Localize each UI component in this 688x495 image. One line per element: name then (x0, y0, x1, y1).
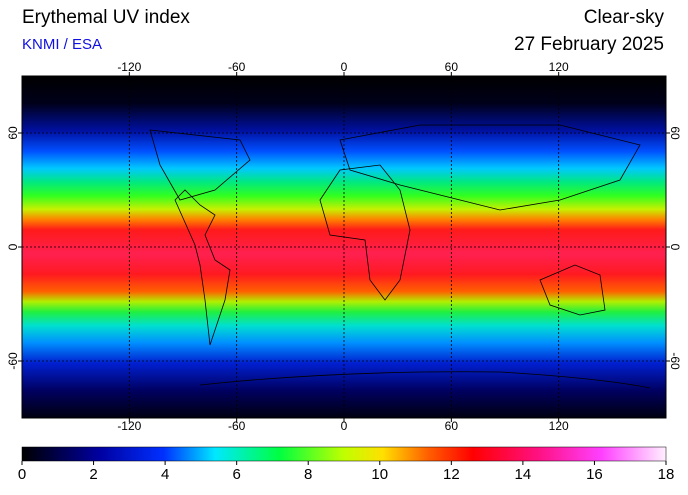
y-tick-label: 0 (668, 244, 682, 251)
x-tick-label: 120 (549, 419, 569, 433)
date: 27 February 2025 (514, 34, 664, 55)
y-tick-label: 60 (668, 126, 682, 140)
x-tick-label: 120 (549, 60, 569, 74)
colorbar-label: 14 (515, 466, 532, 483)
colorbar-label: 16 (586, 466, 603, 483)
y-tick-label: -60 (668, 352, 682, 370)
colorbar-label: 6 (232, 466, 240, 483)
x-tick-label: -120 (117, 60, 141, 74)
coastlines (149, 124, 651, 389)
source: KNMI / ESA (22, 36, 102, 53)
colorbar-label: 12 (443, 466, 460, 483)
title: Erythemal UV index (22, 7, 190, 28)
x-tick-label: -120 (117, 419, 141, 433)
colorbar-label: 0 (18, 466, 26, 483)
x-tick-label: 0 (341, 419, 348, 433)
colorbar-label: 2 (89, 466, 97, 483)
colorbar-label: 8 (304, 466, 312, 483)
y-tick-label: 0 (6, 243, 20, 250)
x-tick-label: -60 (228, 419, 246, 433)
x-tick-label: 0 (341, 60, 348, 74)
x-tick-label: 60 (445, 60, 459, 74)
x-tick-label: -60 (228, 60, 246, 74)
colorbar-label: 4 (161, 466, 169, 483)
colorbar-label: 18 (658, 466, 675, 483)
colorbar (21, 446, 667, 462)
condition: Clear-sky (584, 7, 665, 28)
y-tick-label: -60 (6, 352, 20, 370)
colorbar-label: 10 (371, 466, 388, 483)
y-tick-label: 60 (6, 126, 20, 140)
x-tick-label: 60 (445, 419, 459, 433)
